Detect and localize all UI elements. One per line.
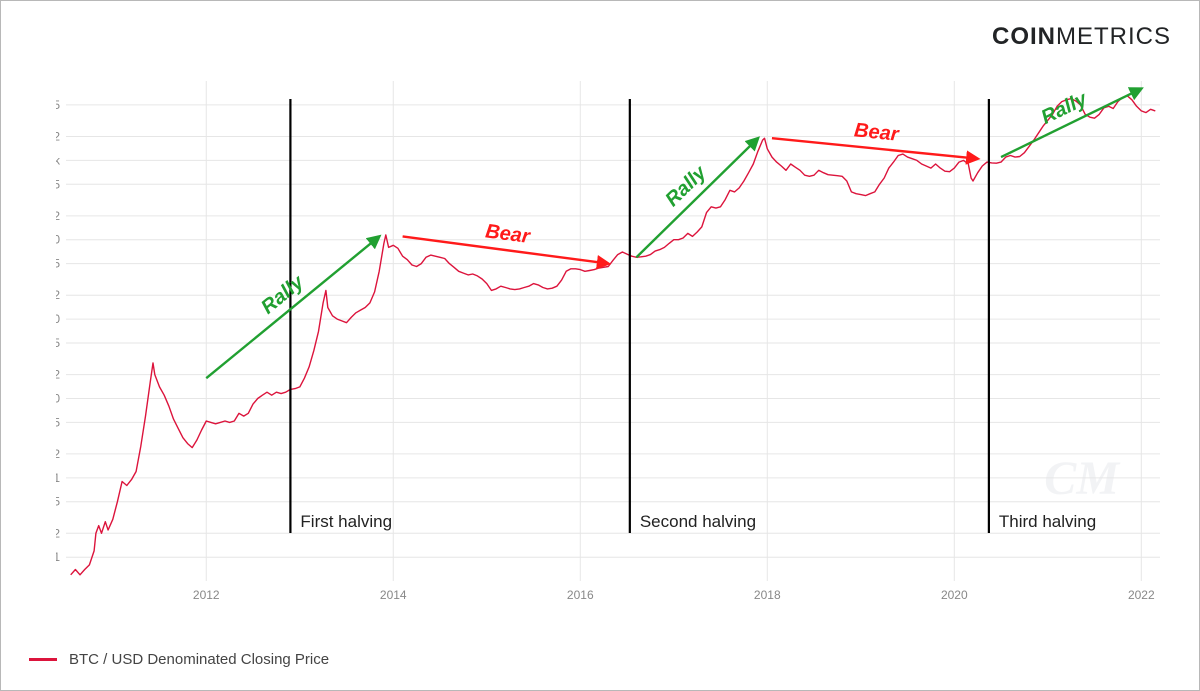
y-tick-label: 0.1 <box>56 550 60 564</box>
y-tick-label: 5 <box>56 98 60 112</box>
price-line <box>71 96 1156 575</box>
x-tick-label: 2020 <box>941 588 968 602</box>
y-tick-label: 5 <box>56 336 60 350</box>
brand-suffix: METRICS <box>1056 23 1171 50</box>
chart-svg: 0.1 2 5 1 2 5 10 2 5 100 2 5 1000 2 5 10k 2 5 2012 2014 2016… <box>56 71 1166 611</box>
rally-label: Rally <box>257 271 309 319</box>
y-tick-label: 2 <box>56 368 60 382</box>
y-tick-label: 10k <box>56 153 61 167</box>
y-tick-label: 1000 <box>56 233 60 247</box>
rally-arrow <box>206 236 379 378</box>
y-tick-label: 2 <box>56 526 60 540</box>
bear-label: Bear <box>853 119 901 145</box>
brand-prefix: COIN <box>992 23 1056 50</box>
halving-label: Third halving <box>999 512 1096 531</box>
y-tick-label: 2 <box>56 209 60 223</box>
y-tick-label: 2 <box>56 447 60 461</box>
rally-label: Rally <box>661 161 711 211</box>
bear-label: Bear <box>484 220 532 248</box>
y-tick-label: 5 <box>56 257 60 271</box>
legend-swatch <box>29 658 57 661</box>
y-tick-label: 2 <box>56 129 60 143</box>
y-tick-label: 5 <box>56 177 60 191</box>
y-tick-label: 100 <box>56 312 60 326</box>
x-tick-label: 2022 <box>1128 588 1155 602</box>
halving-label: First halving <box>300 512 392 531</box>
y-tick-label: 5 <box>56 495 60 509</box>
halving-label: Second halving <box>640 512 756 531</box>
x-tick-label: 2014 <box>380 588 407 602</box>
x-tick-label: 2016 <box>567 588 594 602</box>
brand-logo: COINMETRICS <box>992 23 1171 51</box>
y-tick-label: 2 <box>56 288 60 302</box>
chart-frame: COINMETRICS CM 0.12512510251002510002510… <box>0 0 1200 691</box>
y-tick-label: 10 <box>56 391 60 405</box>
legend: BTC / USD Denominated Closing Price <box>29 651 329 668</box>
legend-label: BTC / USD Denominated Closing Price <box>69 651 329 668</box>
y-tick-label: 5 <box>56 415 60 429</box>
y-tick-label: 1 <box>56 471 60 485</box>
plot-area: 0.1 2 5 1 2 5 10 2 5 100 2 5 1000 2 5 10k 2 5 2012 2014 2016… <box>56 71 1166 611</box>
rally-label: Rally <box>1038 88 1091 129</box>
x-tick-label: 2018 <box>754 588 781 602</box>
x-tick-label: 2012 <box>193 588 220 602</box>
